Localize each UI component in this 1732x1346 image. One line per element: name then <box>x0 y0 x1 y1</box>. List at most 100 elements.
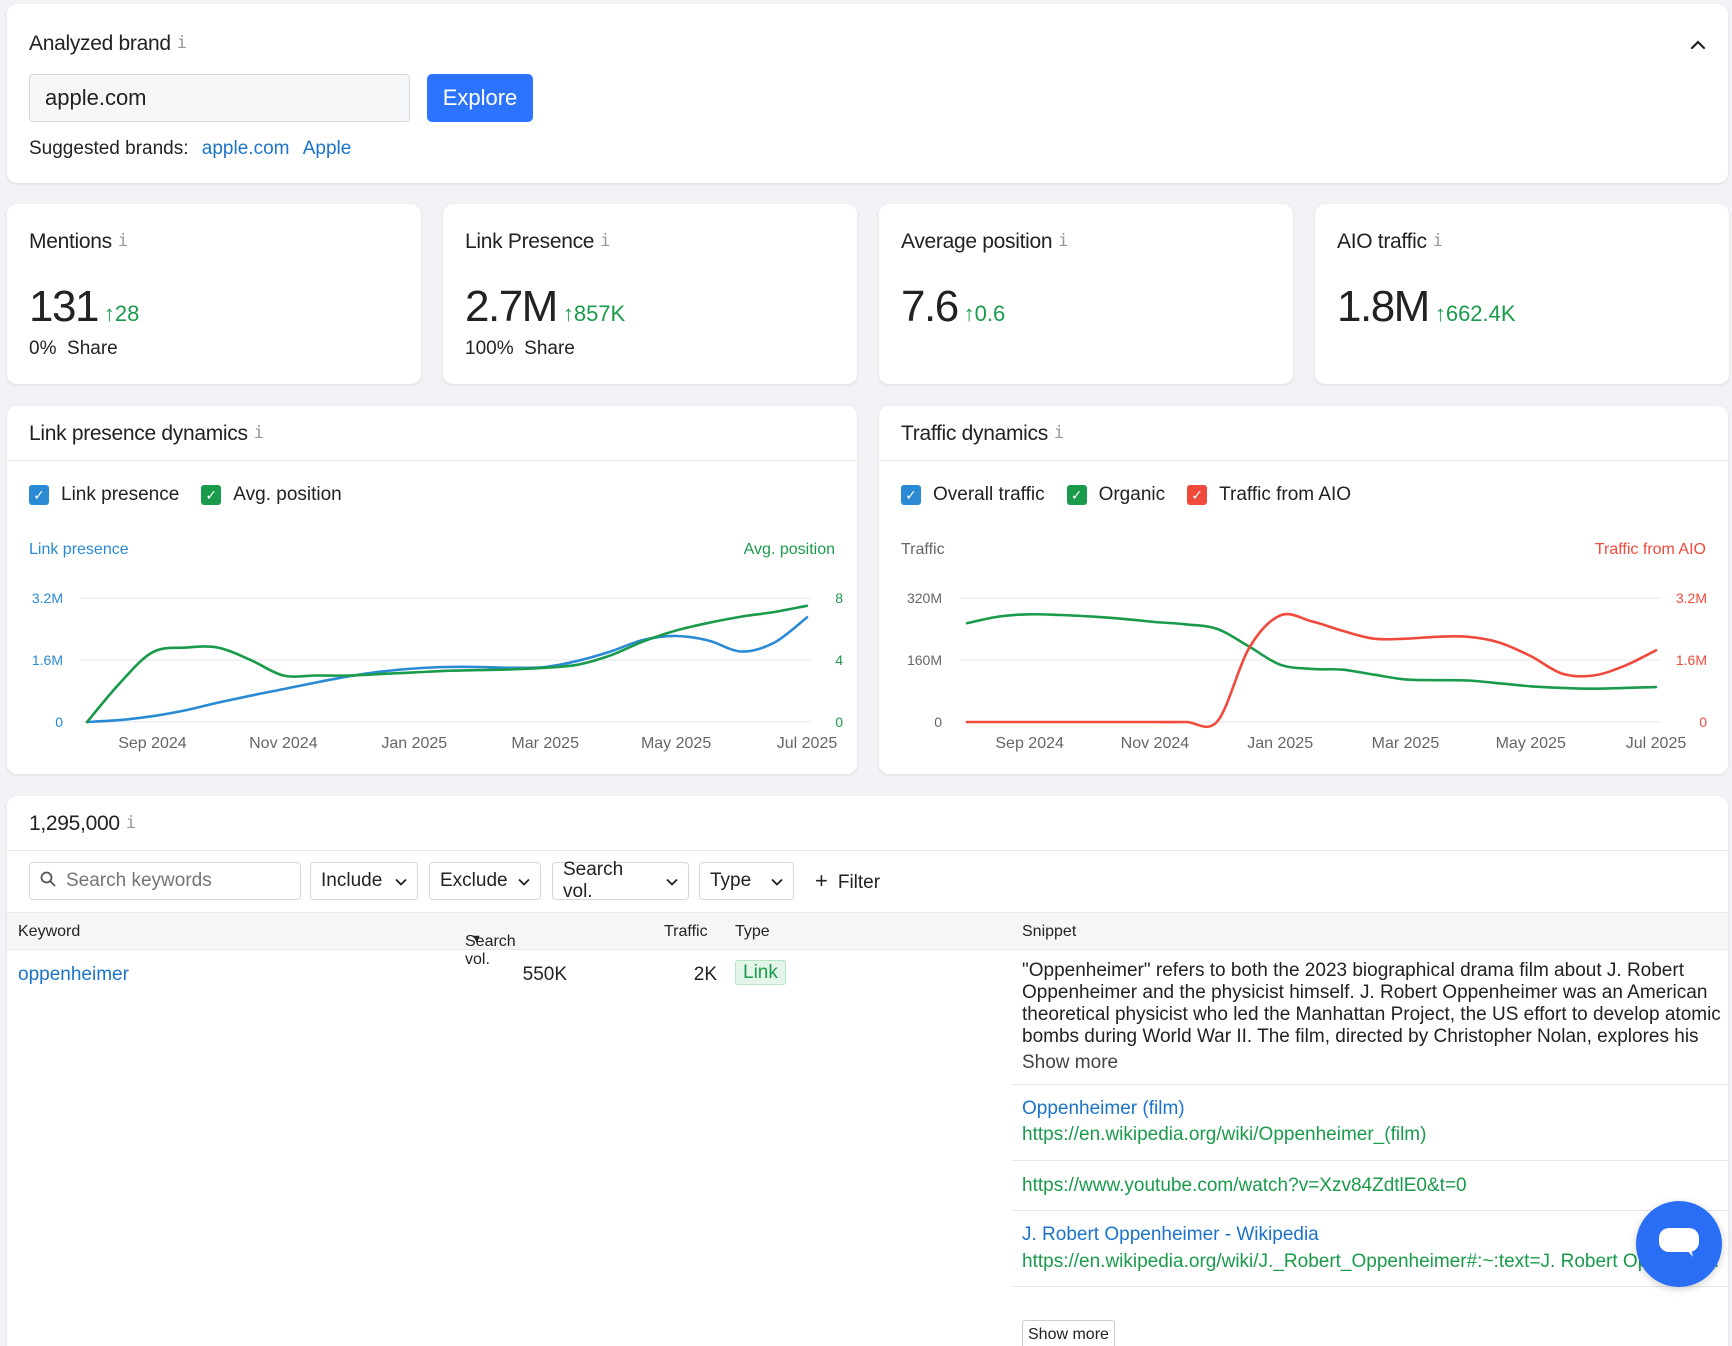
average-position-delta: 0.6 <box>974 301 1006 326</box>
keywords-count: 1,295,000 <box>29 812 120 835</box>
average-position-title: Average position <box>901 230 1053 253</box>
y-tick-label-left: 1.6M <box>32 652 63 668</box>
x-tick-label: Sep 2024 <box>995 735 1064 752</box>
y-tick-label-right: 4 <box>835 652 843 668</box>
source-url-link[interactable]: https://en.wikipedia.org/wiki/Oppenheime… <box>1022 1124 1427 1145</box>
info-icon[interactable]: i <box>117 231 128 251</box>
mentions-title: Mentions <box>29 230 112 253</box>
chat-button[interactable] <box>1636 1201 1722 1287</box>
info-icon[interactable]: i <box>125 813 136 833</box>
checkbox-checked-icon[interactable]: ✓ <box>901 485 921 505</box>
right-axis-title: Traffic from AIO <box>1595 541 1706 558</box>
column-snippet: Snippet <box>1022 923 1077 940</box>
sort-desc-icon: ▼ <box>471 933 482 945</box>
row-search-vol: 550K <box>522 964 567 985</box>
divider <box>1012 1286 1728 1287</box>
chevron-down-icon <box>771 873 783 889</box>
keyword-link[interactable]: oppenheimer <box>18 964 129 985</box>
legend-traffic-from-aio[interactable]: ✓ Traffic from AIO <box>1187 484 1351 506</box>
snippet-text: "Oppenheimer" refers to both the 2023 bi… <box>1022 960 1721 1047</box>
chart-legend: ✓ Overall traffic ✓ Organic ✓ Traffic fr… <box>901 484 1351 506</box>
y-tick-label-right: 0 <box>1699 714 1707 730</box>
link-presence-dynamics-card: Link presence dynamics i ✓ Link presence … <box>7 406 857 774</box>
y-tick-label-left: 320M <box>907 590 942 606</box>
link-presence-title: Link Presence <box>465 230 595 253</box>
column-type[interactable]: Type <box>735 923 770 940</box>
chart-title: Link presence dynamics <box>29 422 248 445</box>
y-tick-label-left: 160M <box>907 652 942 668</box>
add-filter-button[interactable]: + Filter <box>815 868 881 893</box>
chat-bubble-icon <box>1657 1224 1701 1265</box>
search-icon <box>40 871 56 892</box>
explore-button[interactable]: Explore <box>427 74 533 122</box>
source-title-link[interactable]: J. Robert Oppenheimer - Wikipedia <box>1022 1224 1319 1245</box>
traffic-dynamics-card: Traffic dynamics i ✓ Overall traffic ✓ Or… <box>879 406 1728 774</box>
average-position-card: Average position i 7.6 ↑0.6 <box>879 204 1293 384</box>
y-tick-label-left: 3.2M <box>32 590 63 606</box>
suggested-brands: Suggested brands: apple.com Apple <box>29 138 352 159</box>
x-tick-label: Nov 2024 <box>249 735 318 752</box>
info-icon[interactable]: i <box>1053 423 1064 443</box>
suggested-brand-link[interactable]: apple.com <box>201 138 290 159</box>
search-box[interactable] <box>29 862 301 900</box>
x-tick-label: Jul 2025 <box>777 735 838 752</box>
x-tick-label: Sep 2024 <box>118 735 187 752</box>
checkbox-checked-icon[interactable]: ✓ <box>29 485 49 505</box>
divider <box>1012 1210 1728 1211</box>
info-icon[interactable]: i <box>1058 231 1069 251</box>
type-badge: Link <box>735 960 786 985</box>
y-tick-label-right: 8 <box>835 590 843 606</box>
source-url-link[interactable]: https://www.youtube.com/watch?v=Xzv84Zdt… <box>1022 1175 1467 1196</box>
snippet-show-more[interactable]: Show more <box>1022 1052 1119 1073</box>
link-presence-card: Link Presence i 2.7M ↑857K 100% Share <box>443 204 857 384</box>
checkbox-checked-icon[interactable]: ✓ <box>1066 485 1087 505</box>
sources-show-more-button[interactable]: Show more <box>1022 1320 1115 1346</box>
exclude-dropdown[interactable]: Exclude <box>429 862 541 900</box>
search-vol-dropdown[interactable]: Search vol. <box>552 859 689 902</box>
aio-traffic-delta: 662.4K <box>1445 301 1516 326</box>
row-traffic: 2K <box>693 964 717 985</box>
plus-icon: + <box>815 868 828 893</box>
checkbox-checked-icon[interactable]: ✓ <box>201 485 222 505</box>
link-presence-chart[interactable]: Link presence Avg. position 3.2M 8 1.6M 4 0 0 Se… <box>7 526 857 766</box>
suggested-brand-link[interactable]: Apple <box>302 138 352 159</box>
include-dropdown[interactable]: Include <box>310 862 418 900</box>
column-traffic[interactable]: Traffic <box>664 923 708 940</box>
left-axis-title: Link presence <box>29 541 129 558</box>
chart-title: Traffic dynamics <box>901 422 1048 445</box>
legend-organic[interactable]: ✓ Organic <box>1066 484 1165 506</box>
chevron-down-icon <box>666 873 678 889</box>
brand-title: Analyzed brand i <box>29 32 187 55</box>
info-icon[interactable]: i <box>253 423 264 443</box>
x-tick-label: Mar 2025 <box>511 735 579 752</box>
checkbox-checked-icon[interactable]: ✓ <box>1187 485 1208 505</box>
legend-link-presence[interactable]: ✓ Link presence <box>29 484 179 506</box>
chevron-up-icon[interactable] <box>1690 30 1706 56</box>
right-axis-title: Avg. position <box>744 541 835 558</box>
mentions-share: 0% <box>29 338 57 359</box>
brand-input[interactable] <box>29 74 410 122</box>
left-axis-title: Traffic <box>901 541 945 558</box>
y-tick-label-left: 0 <box>934 714 942 730</box>
search-input[interactable] <box>66 870 286 892</box>
source-title-link[interactable]: Oppenheimer (film) <box>1022 1098 1185 1119</box>
traffic-chart[interactable]: Traffic Traffic from AIO 320M 3.2M 160M 1.6M 0… <box>879 526 1728 766</box>
arrow-up-icon: ↑ <box>562 301 574 326</box>
series-line-avg-position <box>85 604 809 724</box>
info-icon[interactable]: i <box>1432 231 1443 251</box>
series-line-traffic-from-aio <box>965 612 1658 729</box>
column-keyword[interactable]: Keyword <box>18 923 81 940</box>
divider <box>7 850 1728 851</box>
y-tick-label-right: 3.2M <box>1676 590 1707 606</box>
legend-avg-position[interactable]: ✓ Avg. position <box>201 484 342 506</box>
info-icon[interactable]: i <box>600 231 611 251</box>
source-url-link[interactable]: https://en.wikipedia.org/wiki/J._Robert_… <box>1022 1251 1722 1272</box>
info-icon[interactable]: i <box>176 33 187 53</box>
legend-overall-traffic[interactable]: ✓ Overall traffic <box>901 484 1045 506</box>
type-dropdown[interactable]: Type <box>699 862 794 900</box>
y-tick-label-left: 0 <box>55 714 63 730</box>
x-tick-label: Jan 2025 <box>1247 735 1313 752</box>
arrow-up-icon: ↑ <box>1434 301 1446 326</box>
